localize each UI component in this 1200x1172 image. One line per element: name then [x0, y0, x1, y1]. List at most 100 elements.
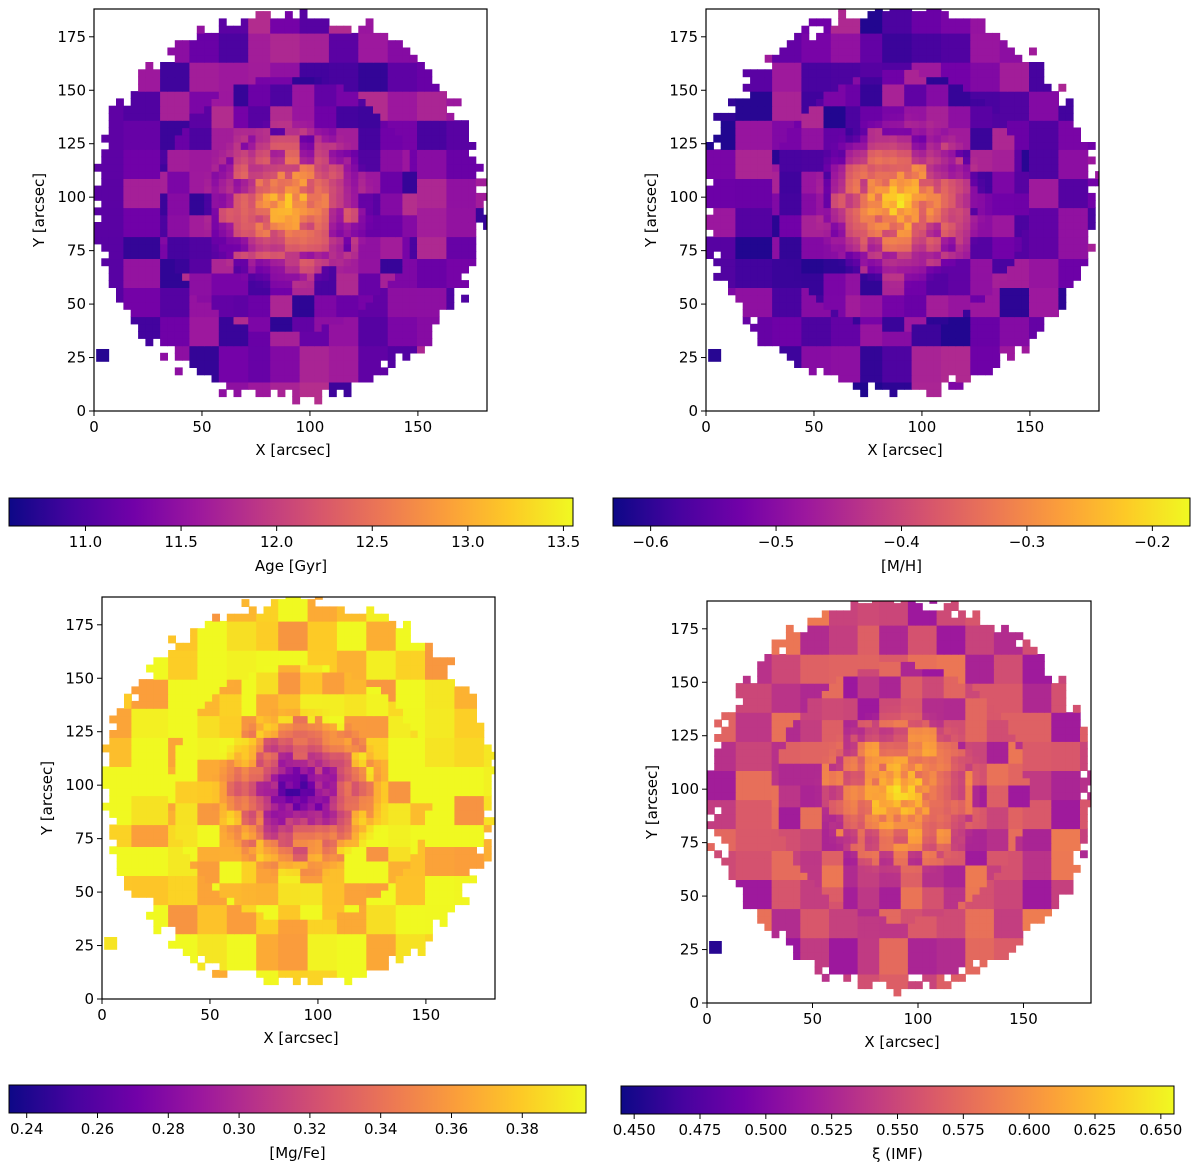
- colorbar: −0.6 −0.5 −0.4 −0.3 −0.2 [M/H]: [612, 497, 1191, 575]
- x-tick-label: 0: [97, 1006, 107, 1024]
- colorbar-gradient: [8, 497, 574, 527]
- y-tick-label: 75: [680, 834, 699, 852]
- x-tick-label: 150: [404, 418, 433, 436]
- map-panel: 0 50 100 150 0 25 50 75 100 125 150 175 X [arcsec] Y …: [613, 600, 1182, 1163]
- x-tick-label: 150: [412, 1006, 441, 1024]
- x-tick-label: 150: [1009, 1010, 1038, 1028]
- x-tick-label: 0: [701, 418, 711, 436]
- y-tick-label: 125: [57, 135, 86, 153]
- x-tick-label: 50: [200, 1006, 219, 1024]
- y-tick-label: 100: [669, 188, 698, 206]
- colorbar-tick-label: −0.6: [632, 533, 668, 551]
- y-tick-label: 25: [679, 349, 698, 367]
- x-tick-label: 0: [702, 1010, 712, 1028]
- colorbar-tick-label: 0.650: [1139, 1121, 1182, 1139]
- colorbar-tick-label: 0.550: [876, 1121, 919, 1139]
- x-tick-label: 100: [296, 418, 325, 436]
- colorbar-tick-label: 12.0: [260, 533, 293, 551]
- y-tick-label: 150: [670, 673, 699, 691]
- isolated-bin: [709, 940, 722, 954]
- colorbar-tick-label: −0.4: [883, 533, 919, 551]
- plot-frame: [101, 596, 496, 1000]
- x-tick-label: 150: [1016, 418, 1045, 436]
- colorbar-tick-label: 0.24: [10, 1120, 43, 1138]
- colorbar-tick-label: 0.34: [364, 1120, 397, 1138]
- colorbar-tick-label: 12.5: [356, 533, 389, 551]
- colorbar-tick-label: 0.625: [1074, 1121, 1117, 1139]
- y-tick-label: 150: [669, 81, 698, 99]
- colorbar-label: ξ (IMF): [872, 1145, 923, 1163]
- x-tick-label: 50: [803, 1010, 822, 1028]
- colorbar-tick-label: −0.2: [1134, 533, 1170, 551]
- y-tick-label: 0: [84, 990, 94, 1008]
- colorbar-tick-label: 13.5: [547, 533, 580, 551]
- colorbar-tick-label: 0.32: [293, 1120, 326, 1138]
- colorbar: 0.24 0.26 0.28 0.30 0.32 0.34 0.36 0.38 [Mg/Fe]: [8, 1084, 587, 1162]
- x-tick-label: 100: [904, 1010, 933, 1028]
- x-tick-label: 100: [304, 1006, 333, 1024]
- x-tick-label: 0: [89, 418, 99, 436]
- colorbar: 11.0 11.5 12.0 12.5 13.0 13.5 Age [Gyr]: [8, 497, 580, 575]
- y-tick-label: 100: [57, 188, 86, 206]
- y-tick-label: 175: [670, 620, 699, 638]
- y-tick-label: 75: [75, 830, 94, 848]
- colorbar-label: [M/H]: [881, 557, 922, 575]
- colorbar-tick-label: 13.0: [451, 533, 484, 551]
- x-axis-label: X [arcsec]: [263, 1029, 338, 1047]
- colorbar-tick-label: 0.600: [1008, 1121, 1051, 1139]
- y-tick-label: 25: [680, 941, 699, 959]
- y-tick-label: 25: [75, 937, 94, 955]
- y-tick-label: 50: [75, 883, 94, 901]
- y-tick-label: 50: [679, 295, 698, 313]
- y-tick-label: 0: [689, 994, 699, 1012]
- colorbar-tick-label: 0.575: [942, 1121, 985, 1139]
- x-axis-label: X [arcsec]: [864, 1033, 939, 1051]
- y-tick-label: 150: [57, 81, 86, 99]
- y-axis-label: Y [arcsec]: [30, 173, 48, 248]
- y-tick-label: 0: [76, 402, 86, 420]
- colorbar-tick-label: 0.36: [435, 1120, 468, 1138]
- binned-map: [707, 601, 1091, 997]
- colorbar-tick-label: 0.475: [679, 1121, 722, 1139]
- isolated-bin: [708, 348, 722, 362]
- y-tick-label: 175: [65, 616, 94, 634]
- x-tick-label: 50: [192, 418, 211, 436]
- x-axis-label: X [arcsec]: [867, 441, 942, 459]
- colorbar-gradient: [612, 497, 1191, 527]
- y-tick-label: 75: [679, 242, 698, 260]
- binned-map: [706, 9, 1099, 398]
- y-axis-label: Y [arcsec]: [642, 173, 660, 248]
- y-tick-label: 50: [680, 887, 699, 905]
- isolated-bin: [96, 348, 110, 362]
- colorbar-tick-label: 11.5: [164, 533, 197, 551]
- binned-map: [102, 597, 495, 986]
- y-axis-label: Y [arcsec]: [38, 761, 56, 836]
- map-panel: 0 50 100 150 0 25 50 75 100 125 150 175 X [arcsec] Y …: [612, 8, 1191, 575]
- y-tick-label: 125: [670, 727, 699, 745]
- plot-frame: [706, 600, 1092, 1004]
- y-axis-label: Y [arcsec]: [643, 765, 661, 840]
- colorbar-tick-label: 0.28: [152, 1120, 185, 1138]
- map-panel: 0 50 100 150 0 25 50 75 100 125 150 175 X [arcsec] Y …: [8, 8, 580, 575]
- binned-map: [94, 9, 487, 405]
- x-tick-label: 100: [908, 418, 937, 436]
- y-tick-label: 150: [65, 669, 94, 687]
- colorbar-gradient: [620, 1085, 1175, 1115]
- y-tick-label: 75: [67, 242, 86, 260]
- x-axis-label: X [arcsec]: [255, 441, 330, 459]
- y-tick-label: 100: [65, 776, 94, 794]
- plot-frame: [705, 8, 1100, 412]
- map-panel: 0 50 100 150 0 25 50 75 100 125 150 175 X [arcsec] Y …: [8, 596, 587, 1162]
- colorbar-tick-label: −0.5: [758, 533, 794, 551]
- colorbar-tick-label: 0.38: [506, 1120, 539, 1138]
- isolated-bin: [104, 936, 118, 950]
- y-tick-label: 175: [669, 28, 698, 46]
- y-tick-label: 125: [669, 135, 698, 153]
- colorbar: 0.450 0.475 0.500 0.525 0.550 0.575 0.600 0.625…: [613, 1085, 1182, 1163]
- colorbar-label: Age [Gyr]: [255, 557, 327, 575]
- y-tick-label: 175: [57, 28, 86, 46]
- y-tick-label: 125: [65, 723, 94, 741]
- y-tick-label: 0: [688, 402, 698, 420]
- y-tick-label: 100: [670, 780, 699, 798]
